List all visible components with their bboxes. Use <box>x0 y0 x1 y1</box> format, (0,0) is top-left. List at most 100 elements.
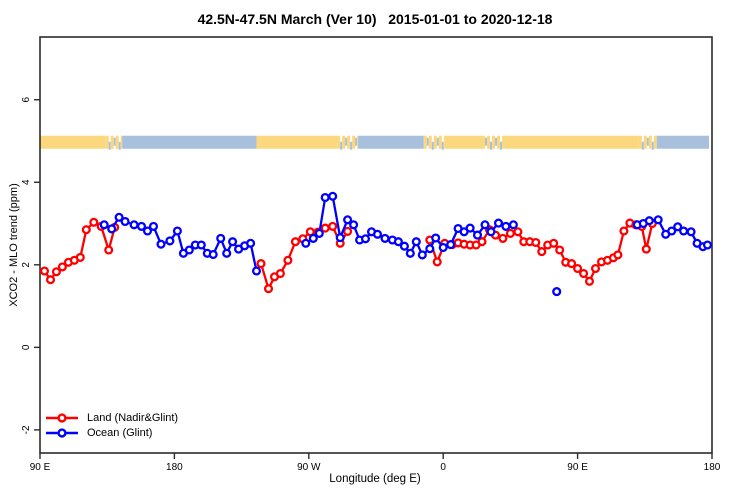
map-strip-mixed-segment <box>641 141 644 150</box>
map-strip-ocean-segment <box>122 135 257 149</box>
data-point-0 <box>567 259 577 269</box>
data-point-1 <box>425 244 435 254</box>
data-point-0 <box>584 276 595 286</box>
map-strip-mixed-segment <box>340 141 343 150</box>
map-strip-land-segment <box>502 135 639 149</box>
data-point-0 <box>549 238 559 248</box>
data-point-0 <box>537 247 547 257</box>
plot-border <box>39 36 713 454</box>
data-point-0 <box>579 268 589 279</box>
map-strip-mixed-segment <box>115 135 119 149</box>
data-point-0 <box>590 263 601 274</box>
map-strip-mixed-segment <box>441 141 444 150</box>
data-point-1 <box>320 192 330 203</box>
legend-item-land: Land (Nadir&Glint) <box>44 410 178 425</box>
y-axis-label: XCO2 - MLO trend (ppm) <box>8 183 20 307</box>
data-point-1 <box>446 240 456 250</box>
data-point-1 <box>686 227 696 237</box>
data-point-0 <box>89 217 99 227</box>
map-strip-mixed-segment <box>342 135 346 149</box>
data-point-0 <box>81 225 91 235</box>
data-point-0 <box>573 263 583 274</box>
data-point-0 <box>513 227 523 237</box>
data-point-1 <box>222 248 232 258</box>
map-strip-mixed-segment <box>495 137 498 146</box>
map-strip-mixed-segment <box>352 135 356 149</box>
data-point-1 <box>552 287 562 297</box>
legend: Land (Nadir&Glint) Ocean (Glint) <box>44 410 178 440</box>
map-strip-mixed-segment <box>646 137 649 146</box>
x-tick-label: 180 <box>166 462 183 473</box>
data-point-1 <box>493 218 504 228</box>
data-point-1 <box>405 248 415 258</box>
legend-label-land: Land (Nadir&Glint) <box>87 411 179 424</box>
map-strip-mixed-segment <box>120 135 123 149</box>
data-point-0 <box>328 221 338 231</box>
map-strip-mixed-segment <box>443 135 445 149</box>
data-point-0 <box>57 262 67 272</box>
map-strip-mixed-segment <box>345 137 348 146</box>
data-point-1 <box>129 220 139 230</box>
data-point-1 <box>679 226 689 236</box>
data-point-0 <box>256 259 266 269</box>
map-strip-mixed-segment <box>638 135 642 149</box>
y-tick-label: 6 <box>21 97 32 103</box>
x-tick-label: 90 E <box>30 462 51 473</box>
data-point-0 <box>320 223 330 233</box>
legend-label-ocean: Ocean (Glint) <box>87 426 153 439</box>
map-strip-land-segment <box>444 135 483 149</box>
map-strip-mixed-segment <box>108 141 111 150</box>
data-point-0 <box>45 275 56 285</box>
data-point-0 <box>498 233 508 243</box>
data-point-1 <box>335 233 345 243</box>
data-point-1 <box>208 249 218 260</box>
map-strip-mixed-segment <box>118 141 121 150</box>
map-strip-mixed-segment <box>433 135 437 149</box>
data-point-1 <box>667 226 677 236</box>
data-point-0 <box>263 284 274 294</box>
data-point-1 <box>644 216 654 226</box>
data-point-1 <box>702 240 713 250</box>
legend-marker-land-icon <box>46 412 78 423</box>
map-strip-mixed-segment <box>436 137 439 146</box>
data-point-1 <box>114 212 124 222</box>
data-point-0 <box>75 252 85 262</box>
map-strip-mixed-segment <box>347 135 351 149</box>
map-strip-land-segment <box>256 135 338 149</box>
map-strip-mixed-segment <box>423 135 427 149</box>
data-point-1 <box>196 240 206 250</box>
data-point-1 <box>314 228 324 238</box>
data-point-1 <box>501 221 511 231</box>
data-point-1 <box>486 227 496 237</box>
map-strip-mixed-segment <box>431 141 434 150</box>
map-strip-mixed-segment <box>651 141 654 150</box>
data-point-1 <box>99 220 109 230</box>
map-strip-mixed-segment <box>438 135 442 149</box>
map-strip-mixed-segment <box>643 135 647 149</box>
data-point-1 <box>653 215 663 225</box>
data-point-1 <box>251 266 262 276</box>
data-point-1 <box>216 233 226 243</box>
map-strip-mixed-segment <box>105 135 109 149</box>
map-strip-mixed-segment <box>357 135 359 149</box>
data-point-1 <box>508 220 518 230</box>
map-strip-mixed-segment <box>497 135 501 149</box>
y-tick-label: -2 <box>21 425 32 434</box>
legend-marker-ocean-icon <box>46 427 78 438</box>
data-point-1 <box>308 233 318 243</box>
data-point-0 <box>477 237 487 247</box>
x-axis-label: Longitude (deg E) <box>329 473 421 485</box>
map-strip-mixed-segment <box>648 135 652 149</box>
map-strip-land-segment <box>40 135 106 149</box>
data-point-1 <box>120 216 130 227</box>
data-point-1 <box>142 226 153 236</box>
data-point-1 <box>172 226 182 236</box>
data-point-0 <box>641 244 651 254</box>
data-point-1 <box>393 237 403 247</box>
map-strip-mixed-segment <box>487 135 491 149</box>
data-point-1 <box>107 224 117 234</box>
map-strip-mixed-segment <box>490 141 493 150</box>
data-point-1 <box>165 236 175 246</box>
map-strip-mixed-segment <box>110 135 114 149</box>
